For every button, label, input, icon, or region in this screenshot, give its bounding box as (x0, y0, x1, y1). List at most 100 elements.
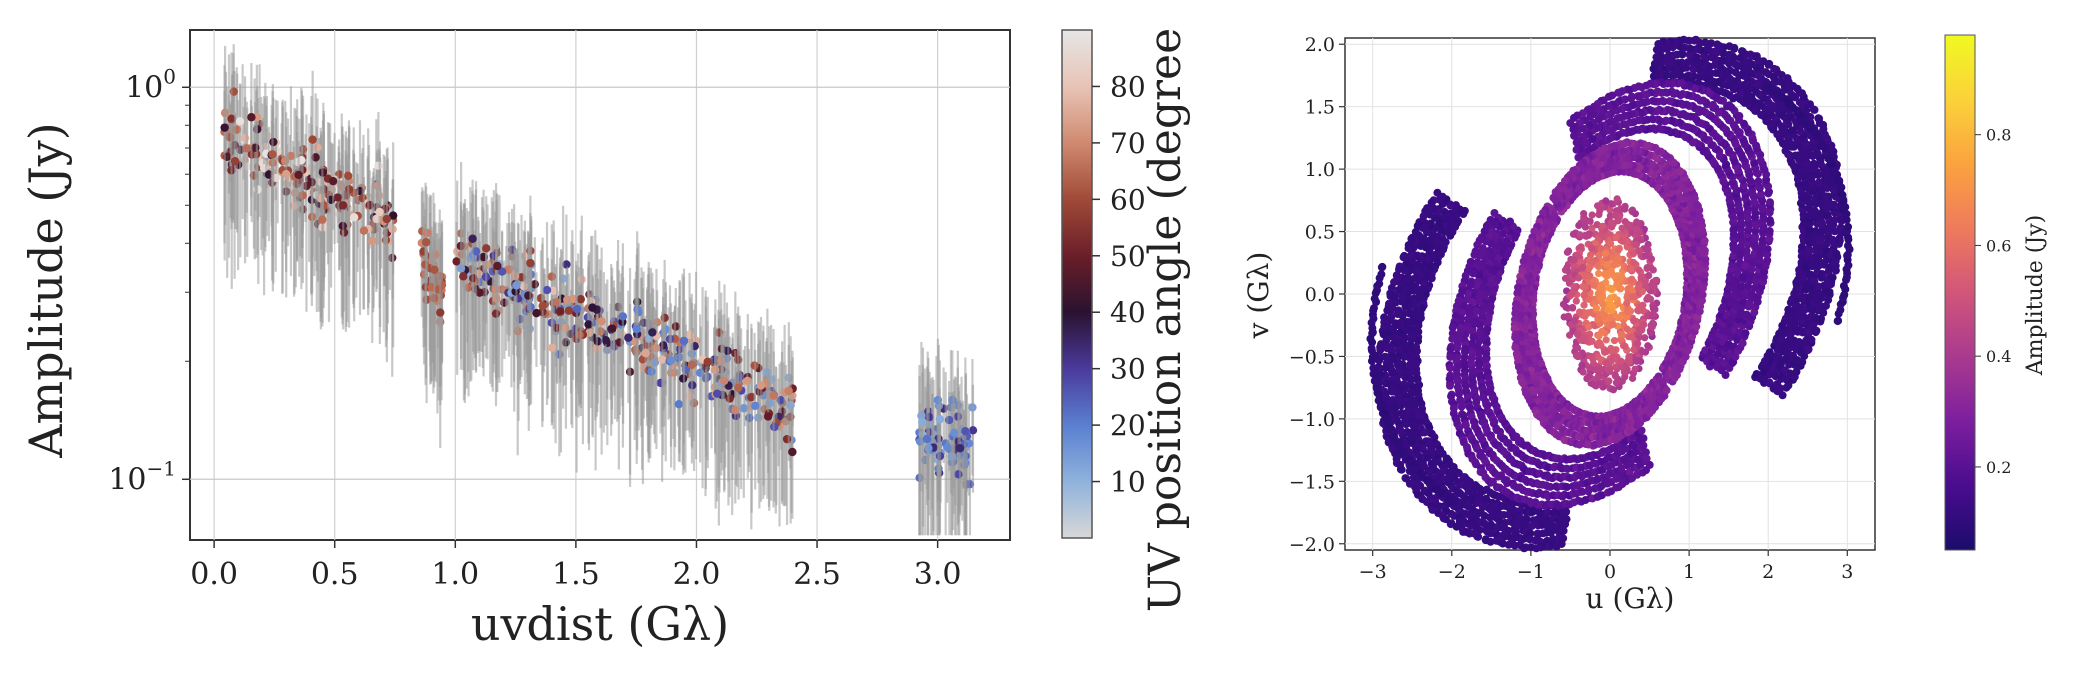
left-colorbar-tick-label: 50 (1110, 240, 1146, 273)
right-uv-point (1394, 346, 1403, 355)
right-uv-point (1486, 537, 1495, 546)
right-uv-point (1492, 276, 1501, 285)
left-data-point (782, 434, 792, 444)
right-uv-point (1639, 441, 1648, 450)
left-data-point (588, 303, 597, 312)
right-uv-point (1367, 357, 1376, 366)
right-uv-point (1817, 314, 1826, 323)
right-uv-point (1791, 151, 1800, 160)
right-uv-point (1821, 192, 1830, 201)
right-uv-point (1685, 50, 1694, 59)
left-data-point (240, 133, 250, 143)
left-data-point (747, 393, 756, 402)
right-uv-point (1401, 372, 1410, 381)
right-uv-point (1546, 482, 1555, 491)
right-uv-point (1788, 126, 1797, 135)
uv-coverage-chart: −3 −2 −1 0 1 2 3 −2.0−1.5−1.0−0.50.00.51.01.52… (1242, 34, 2048, 615)
right-uv-point (1528, 507, 1537, 516)
right-uv-point (1480, 227, 1489, 236)
right-uv-point (1806, 270, 1815, 279)
right-uv-point (1503, 479, 1512, 488)
right-data-points (1366, 35, 1854, 553)
right-uv-point (1394, 265, 1403, 274)
left-data-point (526, 258, 535, 268)
left-data-point (491, 309, 501, 318)
right-uv-point (1654, 40, 1663, 49)
left-colorbar (1061, 29, 1093, 539)
right-uv-point (1474, 532, 1483, 541)
left-data-point (549, 286, 558, 295)
right-uv-point (1756, 190, 1765, 199)
left-data-point (220, 123, 229, 132)
left-data-point (924, 444, 933, 453)
left-data-point (666, 356, 676, 365)
right-uv-point (1473, 240, 1482, 249)
right-uv-point (1399, 253, 1408, 262)
right-uv-point (1650, 59, 1659, 68)
left-data-point (576, 295, 585, 304)
left-data-point (769, 391, 778, 400)
right-uv-point (1397, 401, 1406, 410)
left-y-tick-label: 10−1 (108, 456, 176, 497)
right-uv-point (1400, 352, 1409, 361)
right-uv-point (1455, 333, 1464, 342)
right-uv-point (1770, 64, 1779, 73)
left-data-point (328, 176, 338, 186)
left-data-point (648, 328, 657, 337)
right-uv-point (1645, 460, 1654, 469)
right-uv-point (1797, 243, 1806, 252)
left-data-point (687, 360, 697, 370)
left-data-point (734, 383, 743, 392)
right-uv-point (1814, 178, 1823, 187)
right-uv-point (1378, 401, 1387, 410)
right-uv-point (1562, 507, 1571, 516)
right-uv-point (1784, 381, 1793, 390)
right-uv-point (1453, 344, 1462, 353)
left-x-tick-label: 1.0 (431, 557, 479, 592)
right-uv-point (1490, 209, 1499, 218)
right-uv-point (1498, 539, 1507, 548)
right-uv-point (1527, 521, 1536, 530)
right-uv-point (1435, 195, 1444, 204)
right-uv-point (1762, 82, 1771, 91)
right-uv-point (1402, 420, 1411, 429)
right-uv-point (1407, 234, 1416, 243)
right-uv-point (1782, 374, 1791, 383)
right-uv-point (1472, 307, 1481, 316)
left-data-point (436, 308, 445, 317)
left-data-point (703, 357, 712, 367)
right-uv-point (1445, 381, 1454, 390)
left-data-point (294, 170, 303, 180)
right-uv-point (1708, 100, 1717, 109)
left-data-point (601, 335, 610, 345)
left-data-point (584, 320, 593, 329)
right-uv-point (1510, 233, 1519, 242)
right-uv-point (1746, 276, 1755, 285)
right-uv-point (1641, 448, 1650, 457)
left-data-point (756, 381, 766, 390)
right-uv-point (1713, 40, 1722, 49)
left-colorbar-tick-label: 80 (1110, 70, 1146, 103)
left-y-axis-label: Amplitude (Jy) (19, 122, 73, 458)
right-uv-point (1474, 297, 1483, 306)
left-data-point (954, 470, 963, 479)
right-uv-point (1731, 352, 1740, 361)
right-uv-point (1778, 391, 1787, 400)
left-data-point (372, 214, 381, 224)
right-uv-point (1683, 72, 1692, 81)
left-data-point (368, 236, 377, 246)
left-data-point (674, 399, 684, 409)
right-uv-point (1763, 256, 1772, 265)
left-x-tick-label: 2.5 (793, 557, 841, 592)
right-uv-point (1383, 344, 1392, 353)
right-uv-point (1406, 354, 1415, 363)
right-uv-point (1401, 474, 1410, 483)
left-data-point (935, 415, 945, 424)
right-uv-point (1394, 361, 1403, 370)
left-data-point (743, 376, 752, 386)
right-uv-point (1649, 72, 1658, 81)
right-uv-point (1427, 198, 1436, 207)
right-uv-point (1457, 402, 1466, 411)
right-uv-point (1572, 145, 1581, 154)
left-data-point (512, 281, 521, 290)
